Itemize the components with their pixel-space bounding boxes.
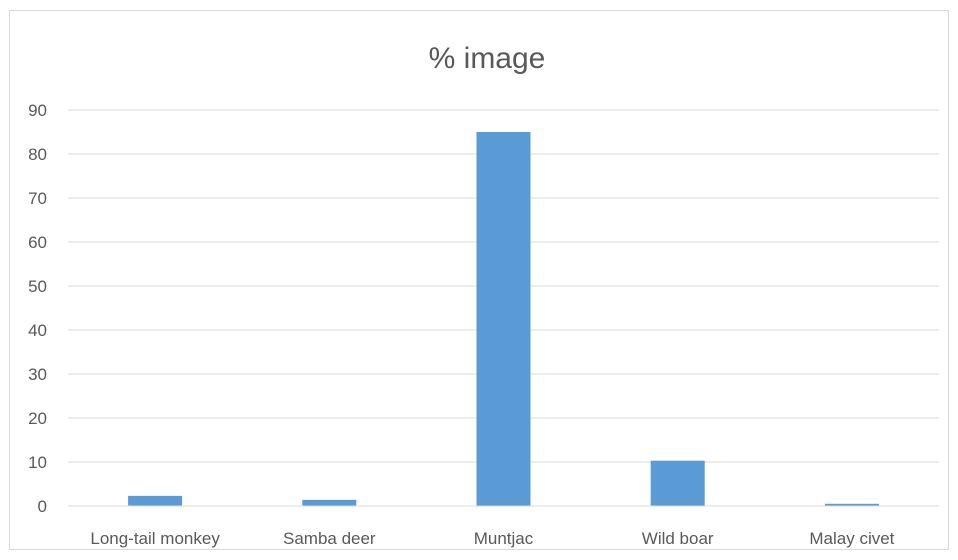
y-tick-label-60: 60 bbox=[28, 233, 47, 252]
y-tick-label-70: 70 bbox=[28, 189, 47, 208]
bar-muntjac bbox=[476, 132, 531, 506]
x-category-label: Long-tail monkey bbox=[90, 529, 220, 548]
chart-title: % image bbox=[429, 42, 546, 75]
y-tick-label-30: 30 bbox=[28, 365, 47, 384]
x-category-label: Wild boar bbox=[642, 529, 714, 548]
bar-malay-civet bbox=[824, 503, 879, 506]
y-tick-label-0: 0 bbox=[38, 497, 47, 516]
y-axis-tick-labels: 0 10 20 30 40 50 60 70 80 90 bbox=[28, 101, 47, 516]
bars bbox=[128, 132, 879, 506]
y-tick-label-90: 90 bbox=[28, 101, 47, 120]
bar-wild-boar bbox=[650, 460, 705, 506]
x-axis-category-labels: Long-tail monkey Samba deer Muntjac Wild bo… bbox=[90, 529, 894, 548]
bar-long-tail-monkey bbox=[128, 495, 183, 506]
x-category-label: Samba deer bbox=[283, 529, 376, 548]
x-category-label: Malay civet bbox=[809, 529, 894, 548]
y-tick-label-40: 40 bbox=[28, 321, 47, 340]
x-category-label: Muntjac bbox=[474, 529, 534, 548]
bar-samba-deer bbox=[302, 499, 357, 506]
y-tick-label-10: 10 bbox=[28, 453, 47, 472]
y-tick-label-20: 20 bbox=[28, 409, 47, 428]
y-tick-label-80: 80 bbox=[28, 145, 47, 164]
y-tick-label-50: 50 bbox=[28, 277, 47, 296]
